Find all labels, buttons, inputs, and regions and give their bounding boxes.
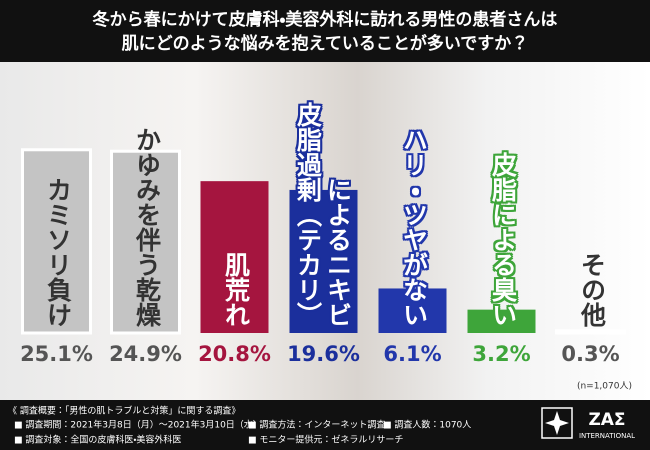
logo-star: [545, 411, 569, 435]
bar: [289, 189, 358, 333]
footer-item: ■ 調査期間：2021年3月8日（月）～2021年3月10日（水）: [14, 419, 262, 431]
title-line: 冬から春にかけて皮膚科・美容外科に訪れる男性の患者さんは: [92, 9, 558, 30]
value-label: 20.8%: [198, 342, 271, 366]
value-label: 6.1%: [383, 342, 441, 366]
bar: [110, 149, 181, 335]
category-label: かゆみを伴う乾燥: [132, 127, 162, 327]
value-label: 3.2%: [472, 342, 530, 366]
value-label: 25.1%: [20, 342, 93, 366]
category-label: カミソリ負け: [43, 177, 73, 327]
category-label: 皮脂過剰（テカリ）によるニキビ: [293, 102, 353, 327]
bar: [378, 288, 447, 333]
logo-emblem: [541, 407, 573, 439]
footer-item: ■ 調査人数：1070人: [383, 419, 471, 431]
footer-item: ■ 調査方法：インターネット調査: [248, 419, 385, 431]
category-label: 皮脂による臭い: [488, 152, 518, 327]
sample-note: (n=1,070人): [577, 382, 632, 392]
bar: [21, 148, 92, 335]
category-label: ハリ・ツヤがない: [399, 127, 429, 327]
title-line: 肌にどのような悩みを抱えていることが多いですか？: [122, 33, 529, 54]
value-label: 24.9%: [109, 342, 182, 366]
bar: [555, 329, 626, 335]
logo-sub: INTERNATIONAL: [579, 432, 635, 440]
category-label: 肌荒れ: [221, 252, 251, 327]
bar: [467, 309, 536, 333]
value-label: 0.3%: [561, 342, 619, 366]
bar: [200, 181, 269, 333]
footer-item: ■ モニター提供元：ゼネラルリサーチ: [248, 434, 403, 446]
footer-heading: 《 調査概要：「男性の肌トラブルと対策」に関する調査》: [8, 405, 240, 417]
category-label: その他: [577, 252, 607, 327]
logo: ZAΣ: [588, 410, 625, 430]
header-band: [0, 0, 650, 62]
value-label: 19.6%: [287, 342, 360, 366]
footer-item: ■ 調査対象：全国の皮膚科医・美容外科医: [14, 434, 181, 446]
